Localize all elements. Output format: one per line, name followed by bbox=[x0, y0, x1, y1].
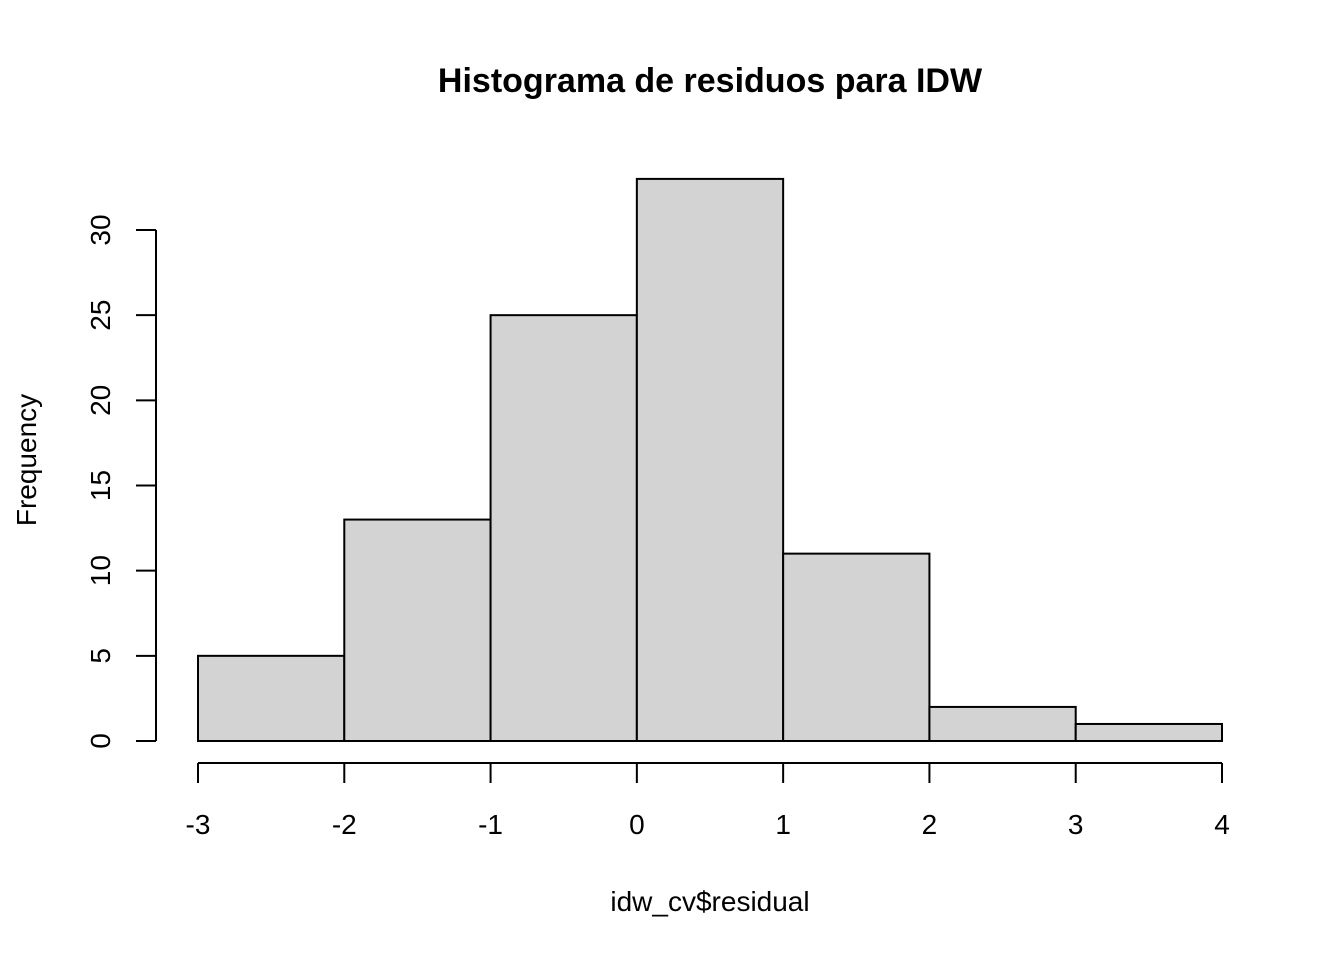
y-axis: 0 5 10 15 20 25 30 bbox=[85, 214, 157, 749]
x-axis: -3 -2 -1 0 1 2 3 4 bbox=[186, 762, 1230, 840]
histogram-bar bbox=[489, 314, 638, 742]
histogram-bar bbox=[782, 552, 931, 743]
bars-group bbox=[197, 177, 1223, 743]
histogram-bar bbox=[343, 518, 492, 742]
x-tick-label: 4 bbox=[1214, 809, 1230, 840]
histogram-bar bbox=[635, 177, 785, 742]
y-tick-label: 25 bbox=[85, 300, 116, 331]
x-tick-label: -2 bbox=[332, 809, 357, 840]
y-axis-label: Frequency bbox=[11, 394, 42, 526]
chart-title: Histograma de residuos para IDW bbox=[438, 62, 983, 100]
y-tick-label: 20 bbox=[85, 385, 116, 416]
y-tick-label: 0 bbox=[85, 733, 116, 749]
x-tick-label: -3 bbox=[186, 809, 211, 840]
histogram-bar bbox=[1074, 722, 1223, 743]
x-axis-label: idw_cv$residual bbox=[610, 886, 809, 917]
histogram-bar bbox=[197, 654, 346, 742]
histogram-bar bbox=[928, 705, 1077, 743]
y-tick-label: 15 bbox=[85, 470, 116, 501]
x-tick-label: -1 bbox=[478, 809, 503, 840]
x-tick-label: 0 bbox=[629, 809, 645, 840]
y-tick-label: 5 bbox=[85, 648, 116, 664]
x-tick-label: 2 bbox=[922, 809, 938, 840]
y-tick-label: 30 bbox=[85, 214, 116, 245]
x-tick-label: 1 bbox=[775, 809, 791, 840]
x-tick-label: 3 bbox=[1068, 809, 1084, 840]
y-tick-label: 10 bbox=[85, 555, 116, 586]
